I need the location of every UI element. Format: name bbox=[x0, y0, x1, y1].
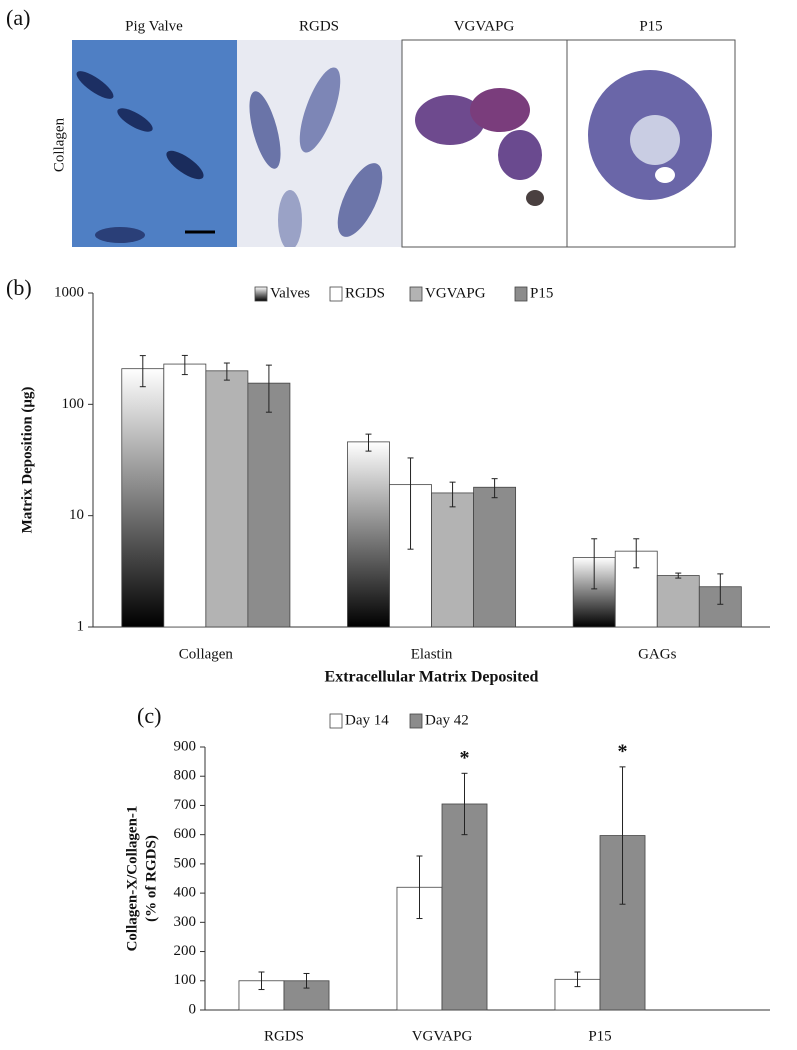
x-tick-label: Elastin bbox=[411, 646, 453, 662]
legend-swatch bbox=[329, 286, 343, 302]
y-tick-label: 400 bbox=[174, 885, 197, 901]
legend-swatch bbox=[409, 713, 423, 729]
error-bar bbox=[574, 971, 581, 988]
legend-swatch bbox=[254, 286, 268, 302]
y-axis-title: Matrix Deposition (μg) bbox=[19, 387, 35, 534]
legend-swatch bbox=[329, 713, 343, 729]
bar bbox=[441, 803, 488, 1011]
y-tick-label: 300 bbox=[174, 914, 197, 930]
y-tick-label: 0 bbox=[189, 1001, 197, 1017]
legend-label: RGDS bbox=[345, 285, 385, 301]
error-bar bbox=[265, 364, 272, 413]
error-bar bbox=[717, 573, 724, 605]
error-bar bbox=[675, 572, 682, 579]
bar bbox=[473, 486, 517, 628]
bar bbox=[163, 363, 207, 628]
y-tick-label: 10 bbox=[69, 507, 84, 523]
column-title: Pig Valve bbox=[125, 18, 183, 34]
panel-label: (b) bbox=[6, 275, 32, 300]
y-axis-title: (% of RGDS) bbox=[143, 835, 159, 922]
error-bar bbox=[223, 362, 230, 381]
error-bar bbox=[491, 478, 498, 499]
bar bbox=[656, 575, 700, 628]
micrograph bbox=[237, 40, 402, 247]
y-tick-label: 700 bbox=[174, 797, 197, 813]
y-tick-label: 200 bbox=[174, 943, 197, 959]
micrograph bbox=[72, 40, 237, 247]
legend-label: Valves bbox=[270, 285, 310, 301]
legend-label: VGVAPG bbox=[425, 285, 486, 301]
micrograph bbox=[566, 39, 736, 248]
error-bar bbox=[303, 972, 310, 989]
error-bar bbox=[181, 354, 188, 376]
significance-mark: * bbox=[618, 740, 628, 762]
y-tick-label: 600 bbox=[174, 826, 197, 842]
column-title: VGVAPG bbox=[454, 18, 515, 34]
legend-label: Day 14 bbox=[345, 712, 389, 728]
column-title: RGDS bbox=[299, 18, 339, 34]
y-axis-title: Collagen-X/Collagen-1 bbox=[124, 806, 140, 952]
column-title: P15 bbox=[639, 18, 662, 34]
y-tick-label: 100 bbox=[62, 396, 85, 412]
error-bar bbox=[633, 538, 640, 569]
error-bar bbox=[139, 355, 146, 388]
x-axis-title: Extracellular Matrix Deposited bbox=[325, 669, 539, 686]
error-bar bbox=[407, 457, 414, 550]
micrograph bbox=[401, 39, 568, 248]
error-bar bbox=[258, 971, 265, 991]
y-tick-label: 900 bbox=[174, 738, 197, 754]
error-bar bbox=[416, 855, 423, 920]
legend-swatch bbox=[409, 286, 423, 302]
legend-swatch bbox=[514, 286, 528, 302]
bar bbox=[205, 370, 249, 628]
error-bar bbox=[461, 772, 468, 836]
error-bar bbox=[591, 538, 598, 590]
x-tick-label: Collagen bbox=[179, 646, 234, 662]
bar bbox=[347, 441, 390, 628]
bar bbox=[247, 382, 291, 628]
significance-mark: * bbox=[460, 747, 470, 769]
x-tick-label: P15 bbox=[588, 1028, 611, 1044]
x-tick-label: VGVAPG bbox=[412, 1028, 473, 1044]
error-bar bbox=[449, 481, 456, 508]
error-bar bbox=[619, 766, 626, 905]
x-tick-label: GAGs bbox=[638, 646, 676, 662]
row-label: Collagen bbox=[51, 117, 67, 172]
bar bbox=[431, 492, 474, 628]
legend-label: Day 42 bbox=[425, 712, 469, 728]
panel-label: (a) bbox=[6, 5, 30, 30]
error-bar bbox=[365, 433, 372, 452]
y-tick-label: 500 bbox=[174, 855, 197, 871]
y-tick-label: 1000 bbox=[54, 284, 84, 300]
y-tick-label: 800 bbox=[174, 768, 197, 784]
x-tick-label: RGDS bbox=[264, 1028, 304, 1044]
panel-label: (c) bbox=[137, 703, 161, 728]
legend-label: P15 bbox=[530, 285, 553, 301]
bar bbox=[572, 557, 616, 628]
bar bbox=[121, 368, 165, 628]
y-tick-label: 1 bbox=[77, 618, 85, 634]
y-tick-label: 100 bbox=[174, 972, 197, 988]
